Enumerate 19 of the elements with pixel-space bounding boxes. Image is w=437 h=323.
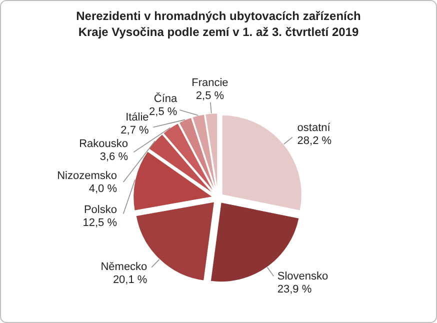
data-label: 2,5 % bbox=[196, 90, 224, 102]
data-label: 3,6 % bbox=[100, 151, 128, 164]
data-label: 12,5 % bbox=[82, 216, 118, 229]
data-label: 23,9 % bbox=[277, 283, 312, 296]
slice-label: ostatní bbox=[297, 122, 332, 134]
slice-label: Francie bbox=[192, 76, 228, 89]
slice-label: Itálie bbox=[126, 112, 149, 124]
data-label: 20,1 % bbox=[112, 274, 148, 286]
slice-label: Polsko bbox=[84, 204, 118, 216]
slice-label: Německo bbox=[100, 260, 148, 273]
chart-title: Nerezidenti v hromadných ubytovacích zařízeních Kraje Vysočina podle zemí v 1. až 3. čtvrtletí 2019 bbox=[76, 9, 361, 39]
slice-label: Nizozemsko bbox=[57, 170, 118, 182]
data-label: 2,5 % bbox=[149, 106, 178, 118]
data-label: 28,2 % bbox=[297, 135, 332, 148]
slice-label: Rakousko bbox=[79, 138, 128, 150]
data-label: 4,0 % bbox=[88, 183, 118, 196]
slice-label: Slovensko bbox=[277, 270, 328, 282]
slice-label: Čína bbox=[154, 92, 178, 106]
data-label: 2,7 % bbox=[120, 124, 150, 137]
